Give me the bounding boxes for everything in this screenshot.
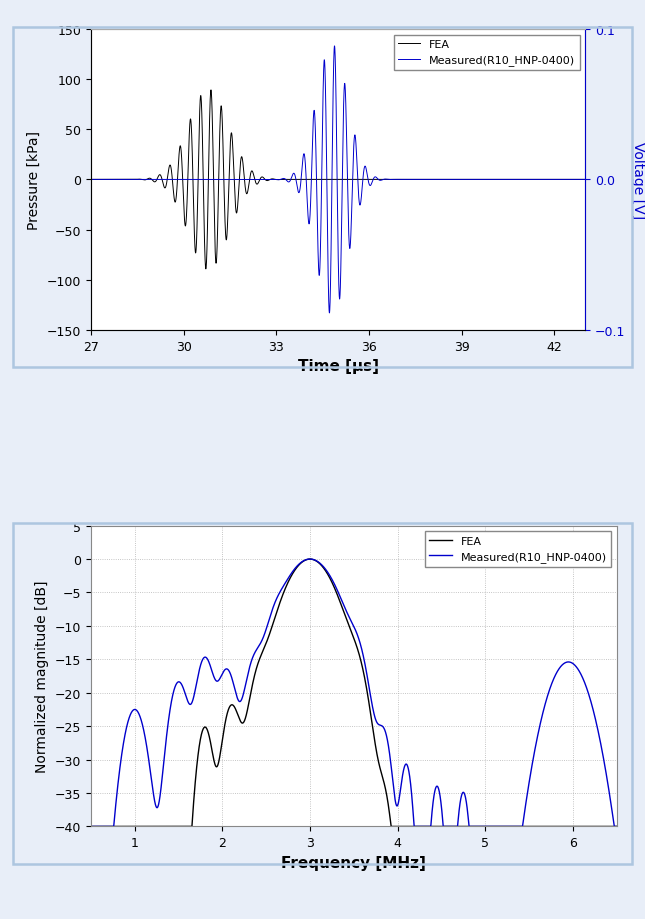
Measured(R10_HNP-0400) [570,660,578,671]
FEA [202,264,210,275]
Measured(R10_HNP-0400) [266,175,274,186]
Measured(R10_HNP-0400) [401,175,409,186]
FEA [597,821,604,832]
FEA [87,821,95,832]
Measured(R10_HNP-0400) [480,175,488,186]
Line: FEA: FEA [91,560,617,826]
FEA [401,175,409,186]
Y-axis label: Normalized magnitude [dB]: Normalized magnitude [dB] [35,580,50,773]
Measured(R10_HNP-0400) [581,175,589,186]
FEA [306,554,314,565]
FEA [469,821,477,832]
Measured(R10_HNP-0400) [597,737,604,748]
X-axis label: Frequency [MHz]: Frequency [MHz] [281,855,426,869]
FEA [312,556,320,567]
FEA [87,175,95,186]
Legend: FEA, Measured(R10_HNP-0400): FEA, Measured(R10_HNP-0400) [425,531,611,567]
Measured(R10_HNP-0400) [380,175,388,186]
X-axis label: Time [μs]: Time [μs] [297,358,379,374]
FEA [207,85,215,96]
FEA [480,175,488,186]
Measured(R10_HNP-0400) [331,41,339,52]
FEA [112,175,120,186]
Measured(R10_HNP-0400) [312,555,320,566]
Y-axis label: Pressure [kPa]: Pressure [kPa] [27,130,41,230]
Line: Measured(R10_HNP-0400): Measured(R10_HNP-0400) [91,47,585,313]
Measured(R10_HNP-0400) [87,175,95,186]
FEA [570,821,578,832]
Measured(R10_HNP-0400) [87,821,95,832]
Measured(R10_HNP-0400) [337,593,344,604]
Measured(R10_HNP-0400) [112,175,120,186]
FEA [380,175,388,186]
FEA [266,175,274,186]
Measured(R10_HNP-0400) [326,308,333,319]
FEA [581,175,589,186]
Measured(R10_HNP-0400) [469,821,477,832]
Measured(R10_HNP-0400) [453,175,461,186]
Measured(R10_HNP-0400) [308,554,316,565]
Line: Measured(R10_HNP-0400): Measured(R10_HNP-0400) [91,560,617,826]
FEA [308,554,316,565]
FEA [613,821,620,832]
FEA [453,175,461,186]
Y-axis label: Voltage [V]: Voltage [V] [631,142,645,219]
FEA [337,599,344,610]
Measured(R10_HNP-0400) [306,554,314,565]
Line: FEA: FEA [91,91,585,269]
Legend: FEA, Measured(R10_HNP-0400): FEA, Measured(R10_HNP-0400) [393,36,580,71]
Measured(R10_HNP-0400) [613,821,620,832]
